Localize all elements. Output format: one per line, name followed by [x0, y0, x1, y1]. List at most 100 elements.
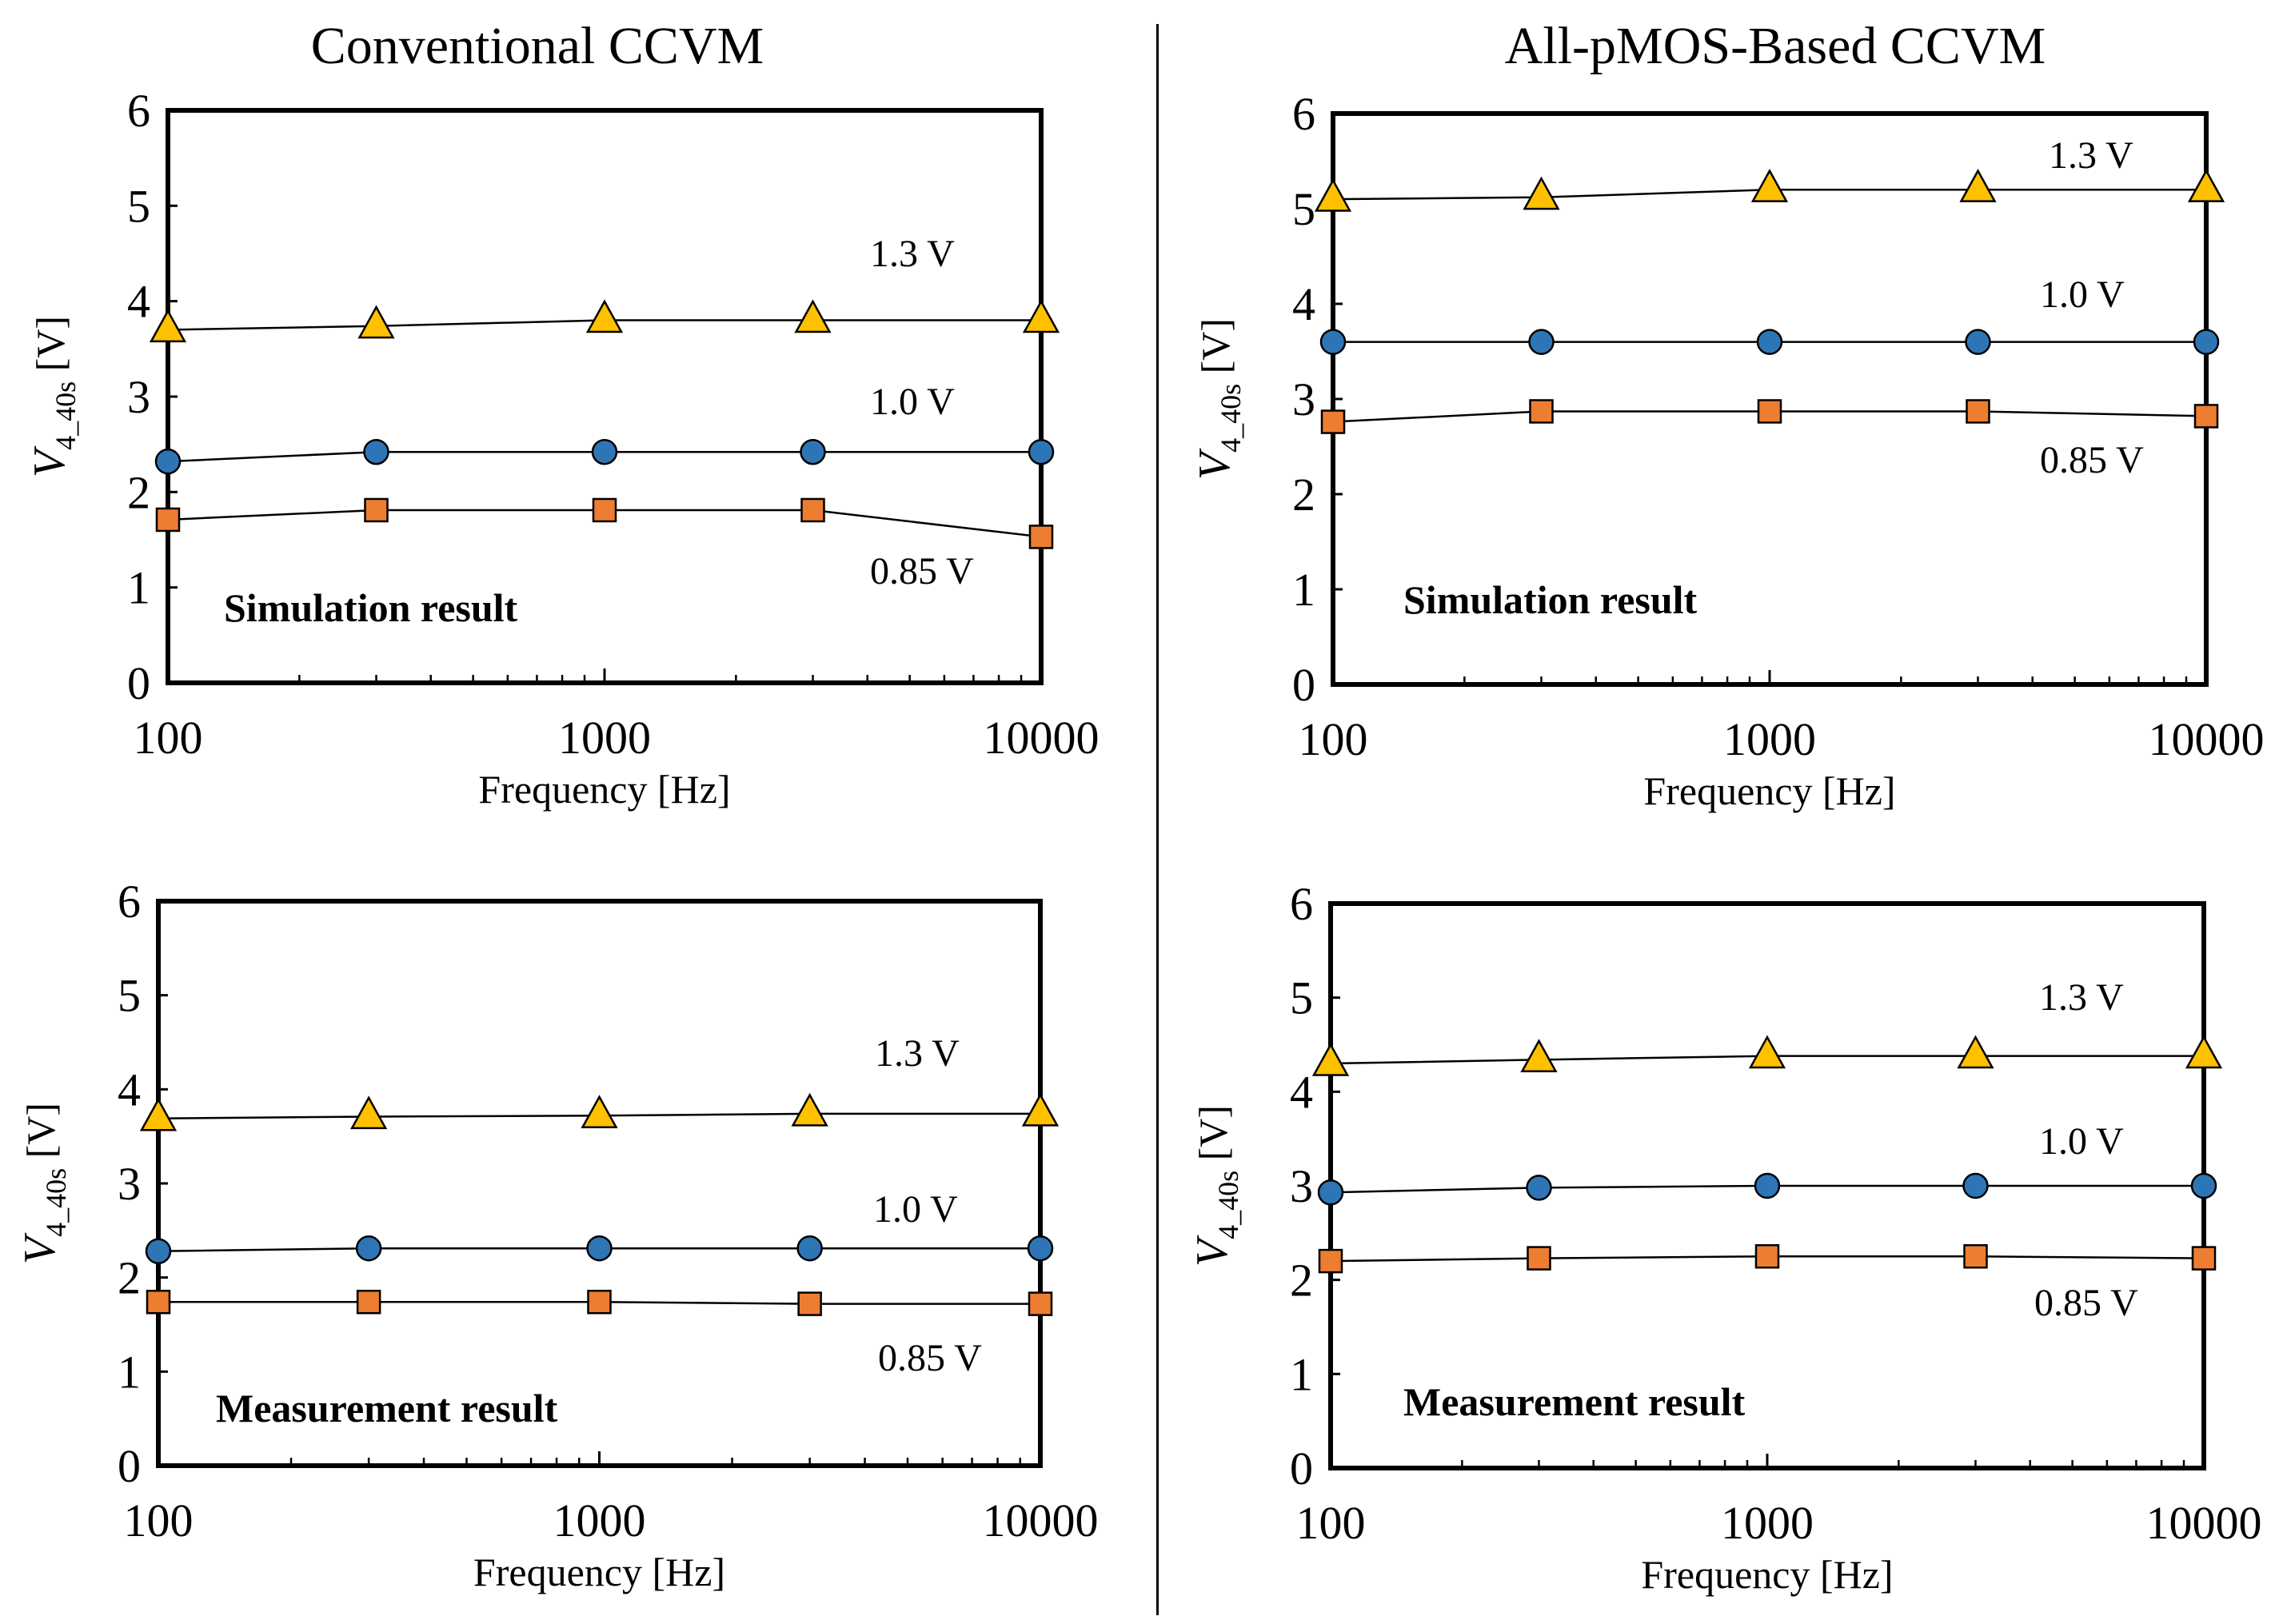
x-tick-label: 1000: [1721, 1497, 1814, 1549]
x-axis-title: Frequency [Hz]: [478, 767, 730, 812]
panel-label: Simulation result: [1403, 577, 1698, 622]
data-point: [1320, 409, 1346, 434]
data-point: [2185, 1035, 2223, 1069]
data-point: [1314, 178, 1352, 212]
panel-label: Measurement result: [1403, 1379, 1746, 1424]
data-point: [146, 1290, 171, 1315]
data-point: [154, 448, 182, 475]
y-tick-label: 4: [127, 276, 150, 328]
data-point: [1527, 1246, 1551, 1271]
y-tick-label: 2: [1290, 1255, 1313, 1307]
data-point: [1748, 1035, 1786, 1069]
data-point: [1529, 399, 1554, 424]
column-divider: [1156, 24, 1159, 1615]
data-point: [364, 497, 389, 523]
data-point: [1754, 1244, 1780, 1269]
x-tick-label: 1000: [558, 712, 651, 764]
y-tick-label: 0: [127, 657, 150, 709]
y-tick-label: 4: [118, 1063, 141, 1115]
y-tick-label: 3: [1292, 373, 1315, 425]
y-tick-label: 3: [118, 1158, 141, 1210]
x-axis-title: Frequency [Hz]: [473, 1550, 725, 1594]
data-point: [587, 1290, 612, 1315]
data-point: [1754, 1172, 1781, 1199]
data-point: [1028, 438, 1055, 465]
y-tick-label: 2: [118, 1252, 141, 1304]
y-tick-label: 1: [127, 562, 150, 614]
y-axis-title: V4_40s [V]: [15, 1103, 72, 1264]
y-tick-label: 0: [1292, 659, 1315, 711]
data-point: [357, 305, 395, 339]
series-label: 1.3 V: [2049, 134, 2133, 177]
series-label: 0.85 V: [2040, 439, 2144, 481]
y-tick-label: 6: [118, 876, 141, 928]
y-axis-title: V4_40s [V]: [1190, 318, 1247, 480]
series-10: 1.0 V: [1319, 273, 2220, 355]
y-tick-label: 5: [1292, 183, 1315, 235]
data-point: [2191, 1246, 2217, 1271]
y-tick-label: 0: [118, 1440, 141, 1492]
series-10: 1.0 V: [1317, 1120, 2217, 1206]
data-point: [1027, 1235, 1054, 1262]
y-tick-label: 1: [1292, 564, 1315, 616]
data-point: [791, 1092, 828, 1127]
y-tick-label: 6: [1292, 88, 1315, 140]
series-label: 1.0 V: [2039, 1120, 2124, 1163]
series-13: 1.3 V: [1311, 976, 2223, 1076]
series-label: 1.3 V: [2039, 976, 2124, 1019]
data-point: [2193, 404, 2219, 429]
data-point: [800, 438, 826, 465]
data-point: [1526, 1175, 1552, 1201]
data-point: [2187, 169, 2225, 202]
data-point: [1523, 176, 1560, 210]
data-point: [1966, 399, 1990, 424]
y-tick-label: 6: [1290, 878, 1313, 930]
data-point: [796, 1235, 823, 1262]
data-point: [1021, 1092, 1060, 1127]
x-tick-label: 10000: [983, 1494, 1099, 1546]
series-13: 1.3 V: [1314, 134, 2225, 212]
column-title-conventional: Conventional CCVM: [310, 17, 764, 75]
data-point: [145, 1238, 172, 1264]
series-10: 1.0 V: [145, 1188, 1054, 1264]
data-point: [1317, 1179, 1344, 1206]
y-tick-label: 1: [1290, 1348, 1313, 1400]
series-085: 0.85 V: [1320, 399, 2219, 481]
y-tick-label: 4: [1290, 1066, 1313, 1118]
data-point: [155, 507, 181, 533]
data-point: [1028, 525, 1054, 549]
data-point: [1756, 329, 1783, 355]
series-085: 0.85 V: [1318, 1244, 2217, 1324]
data-point: [149, 309, 187, 343]
series-label: 0.85 V: [870, 550, 974, 593]
y-tick-label: 0: [1290, 1442, 1313, 1494]
panel-1: 0 1 2 3 4 5 6 100 1000 10000 Frequency [Hz] V4_40s …: [25, 85, 1100, 812]
y-tick-label: 2: [1292, 469, 1315, 521]
y-tick-label: 5: [1290, 972, 1313, 1024]
y-tick-label: 5: [127, 180, 150, 232]
series-label: 1.0 V: [873, 1188, 958, 1231]
x-tick-label: 100: [1299, 713, 1368, 765]
series-13: 1.3 V: [139, 1032, 1060, 1131]
series-label: 1.3 V: [875, 1032, 960, 1075]
series-label: 1.0 V: [2040, 273, 2125, 316]
data-point: [1965, 329, 1991, 355]
x-tick-label: 100: [124, 1494, 194, 1546]
series-label: 0.85 V: [2034, 1282, 2138, 1324]
data-point: [585, 299, 624, 333]
data-point: [591, 438, 618, 465]
data-point: [1962, 1172, 1989, 1199]
y-tick-label: 3: [127, 371, 150, 423]
data-point: [1318, 1248, 1343, 1274]
data-point: [1319, 329, 1347, 355]
y-tick-label: 1: [118, 1346, 141, 1398]
data-point: [1528, 329, 1555, 355]
x-tick-label: 10000: [2149, 713, 2265, 765]
data-point: [1959, 169, 1997, 202]
data-point: [794, 299, 832, 333]
series-10: 1.0 V: [154, 381, 1055, 475]
data-point: [1750, 169, 1789, 202]
data-point: [1957, 1035, 1994, 1069]
data-point: [1757, 399, 1782, 424]
